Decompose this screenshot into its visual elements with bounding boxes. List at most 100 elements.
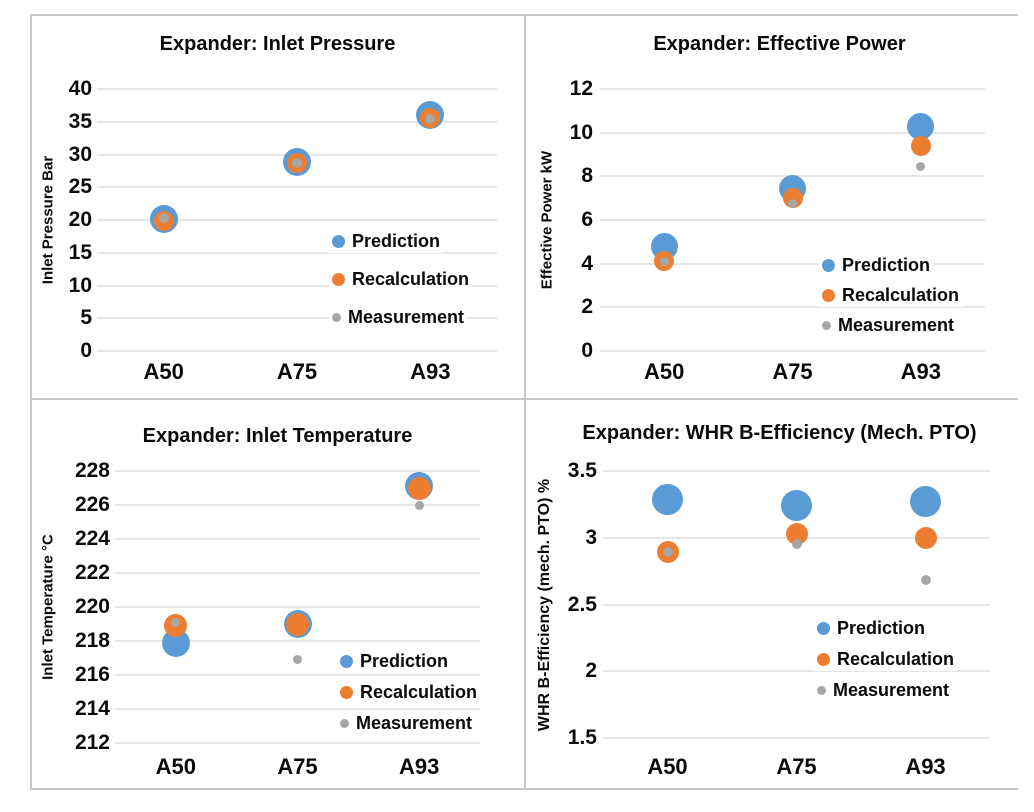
chart-effective-power: Expander: Effective Power 12 10 8 6 4 2 0 Effect… [525, 14, 1034, 400]
y-axis-label: WHR B-Efficiency (mech. PTO) % [536, 478, 553, 731]
x-axis-category-label: A50 [155, 754, 196, 779]
x-axis-category-label: A75 [276, 359, 318, 384]
marker-prediction-a50 [652, 483, 683, 515]
legend-label: Measurement [348, 307, 465, 327]
legend-swatch-recalculation [822, 289, 835, 302]
marker-recalculation-a75 [286, 612, 309, 636]
marker-measurement-a93 [414, 500, 424, 510]
y-axis-tick-label: 25 [68, 175, 92, 199]
x-axis-category-label: A93 [905, 754, 946, 779]
gridline [603, 470, 990, 472]
legend-label: Prediction [352, 231, 441, 251]
y-axis-label: Effective Power kW [538, 150, 556, 290]
legend-label: Prediction [842, 255, 931, 275]
frame-middle-vertical-divider [524, 14, 526, 790]
chart-title: Expander: Effective Power [653, 33, 906, 55]
legend-label: Recalculation [360, 682, 478, 702]
gridline [115, 674, 480, 676]
marker-recalculation-a75 [782, 188, 803, 209]
marker-measurement-a75 [791, 539, 802, 550]
gridline [97, 317, 497, 320]
gridline [97, 251, 497, 254]
gridline [600, 262, 985, 265]
legend-item-prediction: Prediction [329, 230, 444, 253]
x-axis-category-label: A93 [410, 359, 451, 384]
legend-item-recalculation: Recalculation [337, 681, 481, 704]
legend-item-prediction: Prediction [337, 650, 452, 673]
marker-prediction-a93 [910, 486, 941, 518]
legend-swatch-prediction [340, 655, 353, 668]
legend-swatch-measurement [822, 321, 831, 330]
chart-title: Expander: WHR B-Efficiency (Mech. PTO) [582, 422, 977, 444]
y-axis-tick-label: 4 [581, 251, 593, 275]
y-axis-label: Inlet Temperature °C [39, 534, 57, 680]
gridline [600, 306, 985, 309]
legend-swatch-recalculation [340, 686, 353, 699]
legend-item-measurement: Measurement [819, 314, 958, 337]
gridline [115, 640, 480, 642]
legend-item-prediction: Prediction [819, 254, 934, 277]
chart-title: Expander: Inlet Pressure [159, 33, 396, 55]
gridline [115, 572, 480, 574]
marker-measurement-a93 [916, 162, 926, 171]
legend-label: Measurement [356, 713, 473, 733]
x-axis-category-label: A50 [647, 754, 688, 779]
y-axis-tick-label: 12 [569, 77, 593, 100]
legend-item-recalculation: Recalculation [814, 648, 958, 671]
legend-swatch-recalculation [332, 273, 345, 286]
gridline [603, 670, 990, 673]
gridline [600, 131, 985, 134]
legend-swatch-measurement [332, 313, 341, 322]
y-axis-tick-label: 220 [74, 595, 110, 618]
marker-measurement-a93 [425, 114, 436, 125]
y-axis-tick-label: 226 [74, 493, 110, 516]
x-axis-category-label: A93 [900, 359, 941, 384]
legend-swatch-prediction [822, 259, 835, 272]
legend-label: Recalculation [837, 649, 955, 669]
gridline [115, 708, 480, 710]
legend-item-recalculation: Recalculation [819, 284, 963, 307]
chart-inlet-temperature: Expander: Inlet Temperature 228 226 224 222 2… [30, 400, 525, 790]
legend-swatch-measurement [340, 719, 349, 728]
y-axis-tick-label: 3 [585, 525, 597, 549]
marker-measurement-a93 [920, 575, 931, 586]
legend-label: Measurement [838, 315, 955, 335]
frame-left-border [30, 14, 32, 790]
y-axis-tick-label: 214 [74, 697, 110, 720]
gridline [600, 88, 985, 90]
y-axis-label: Inlet Pressure Bar [39, 155, 57, 285]
legend-swatch-measurement [817, 686, 826, 695]
legend-label: Prediction [837, 618, 926, 638]
legend-item-measurement: Measurement [329, 306, 468, 329]
marker-measurement-a50 [171, 617, 181, 627]
legend-label: Recalculation [352, 269, 470, 289]
y-axis-tick-label: 224 [74, 527, 110, 550]
y-axis-tick-label: 2.5 [567, 592, 597, 616]
marker-prediction-a75 [781, 490, 812, 522]
y-axis-tick-label: 222 [74, 561, 110, 584]
gridline [115, 504, 480, 506]
chart-inlet-pressure: Expander: Inlet Pressure 40 35 30 25 20 15 10 5 0… [30, 14, 525, 400]
y-axis-tick-label: 2 [585, 659, 597, 683]
x-axis-category-label: A50 [143, 359, 184, 384]
gridline [600, 219, 985, 221]
gridline [603, 737, 990, 739]
gridline [97, 120, 497, 123]
marker-measurement-a75 [292, 158, 302, 168]
marker-recalculation-a93 [407, 476, 431, 500]
x-axis-category-label: A75 [776, 754, 817, 779]
x-axis-category-label: A75 [277, 754, 318, 779]
y-axis-tick-label: 212 [74, 731, 110, 754]
y-axis-tick-label: 218 [74, 629, 110, 652]
gridline [97, 186, 497, 189]
marker-prediction-a93 [907, 112, 935, 140]
y-axis-tick-label: 8 [581, 164, 593, 188]
gridline [97, 284, 497, 287]
gridline [115, 470, 480, 472]
marker-measurement-a75 [293, 655, 302, 665]
y-axis-tick-label: 15 [68, 240, 92, 264]
y-axis-tick-label: 0 [80, 339, 92, 362]
legend-item-measurement: Measurement [337, 712, 476, 735]
chart-whr-b-efficiency: Expander: WHR B-Efficiency (Mech. PTO) 3.… [525, 400, 1034, 790]
gridline [603, 603, 990, 606]
